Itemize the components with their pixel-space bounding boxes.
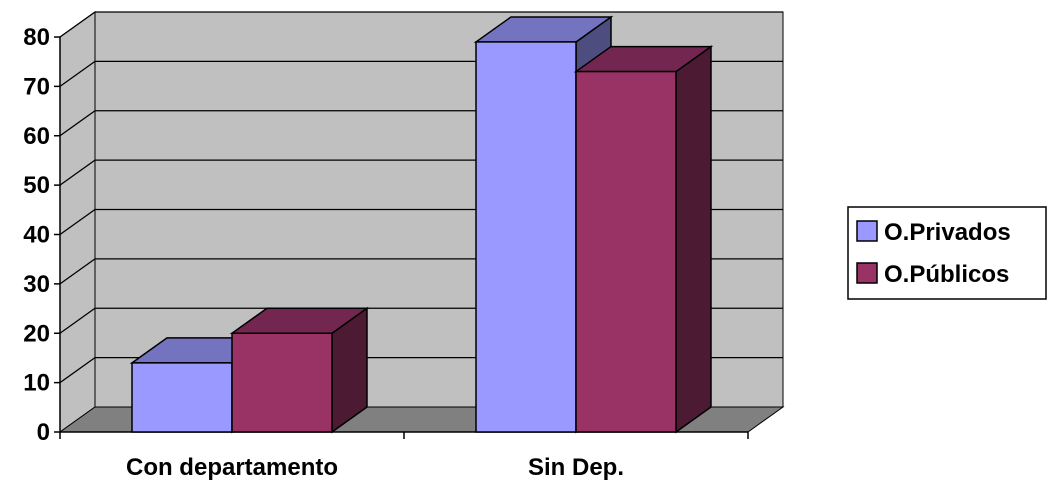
- gridline-side: [59, 307, 96, 334]
- y-tick-label: 20: [23, 320, 50, 347]
- y-tick-label: 0: [37, 419, 50, 446]
- gridline-side: [59, 11, 96, 38]
- x-category-label: Sin Dep.: [528, 454, 624, 481]
- bar: [575, 70, 677, 433]
- y-tick-label: 40: [23, 222, 50, 249]
- y-tick-label: 50: [23, 172, 50, 199]
- gridline-side: [59, 60, 96, 87]
- legend: O.Privados O.Públicos: [847, 206, 1047, 300]
- gridline-side: [59, 159, 96, 186]
- bar: [131, 362, 233, 433]
- x-category-labels: Con departamento Sin Dep.: [126, 454, 624, 481]
- bar: [231, 332, 333, 433]
- legend-box: [847, 206, 1047, 300]
- y-tick-label: 70: [23, 73, 50, 100]
- y-tick-labels: 0 10 20 30 40 50 60 70 80: [23, 24, 50, 446]
- bars: [129, 15, 714, 434]
- x-category-label: Con departamento: [126, 454, 338, 481]
- bar-side: [675, 45, 712, 434]
- legend-swatch: [856, 262, 878, 284]
- y-tick-label: 60: [23, 123, 50, 150]
- legend-entry: O.Públicos: [884, 261, 1009, 288]
- legend-entry: O.Privados: [884, 219, 1011, 246]
- gridline-side: [59, 110, 96, 137]
- bar: [475, 41, 577, 433]
- legend-swatch: [856, 220, 878, 242]
- y-tick-label: 30: [23, 271, 50, 298]
- gridline-side: [59, 357, 96, 384]
- y-tick-label: 80: [23, 24, 50, 51]
- gridline-side: [59, 208, 96, 236]
- y-tick-label: 10: [23, 370, 50, 397]
- gridline-side: [59, 258, 96, 285]
